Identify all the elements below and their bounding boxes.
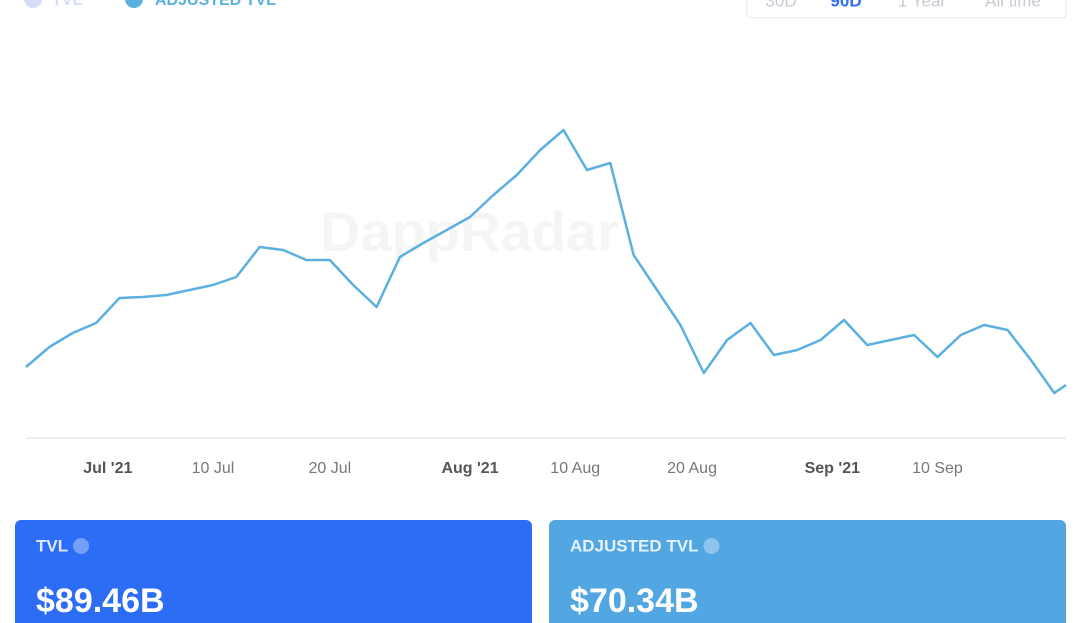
- card-background: [549, 520, 1066, 623]
- range-button[interactable]: 30D: [765, 0, 796, 10]
- stat-card: ADJUSTED TVL $70.34B: [549, 520, 1066, 623]
- range-selector: [746, 0, 1067, 19]
- card-background: [15, 520, 532, 623]
- watermark: DappRadar: [320, 200, 619, 263]
- legend-swatch: [24, 0, 42, 8]
- x-tick-label: 10 Jul: [192, 460, 235, 477]
- card-label: TVL: [36, 536, 68, 555]
- x-tick-label: 20 Jul: [308, 460, 351, 477]
- card-value: $89.46B: [36, 582, 165, 620]
- x-tick-label: Sep '21: [805, 460, 860, 477]
- data-line: [25, 128, 1067, 395]
- range-button[interactable]: 1 Year: [898, 0, 947, 10]
- x-tick-label: Aug '21: [441, 460, 498, 477]
- legend-swatch: [125, 0, 143, 8]
- x-tick-label: Jul '21: [83, 460, 132, 477]
- card-label: ADJUSTED TVL: [570, 536, 698, 555]
- legend-label[interactable]: ADJUSTED TVL: [155, 0, 276, 9]
- x-tick-label: 20 Aug: [667, 460, 717, 477]
- range-button[interactable]: 90D: [830, 0, 861, 10]
- range-button[interactable]: All time: [985, 0, 1041, 10]
- x-tick-label: 10 Aug: [550, 460, 600, 477]
- x-tick-label: 10 Sep: [912, 460, 963, 477]
- legend-label[interactable]: TVL: [52, 0, 82, 9]
- stat-card: TVL $89.46B: [15, 520, 532, 623]
- help-icon[interactable]: [73, 538, 90, 554]
- card-value: $70.34B: [570, 582, 699, 620]
- help-icon[interactable]: [703, 538, 720, 554]
